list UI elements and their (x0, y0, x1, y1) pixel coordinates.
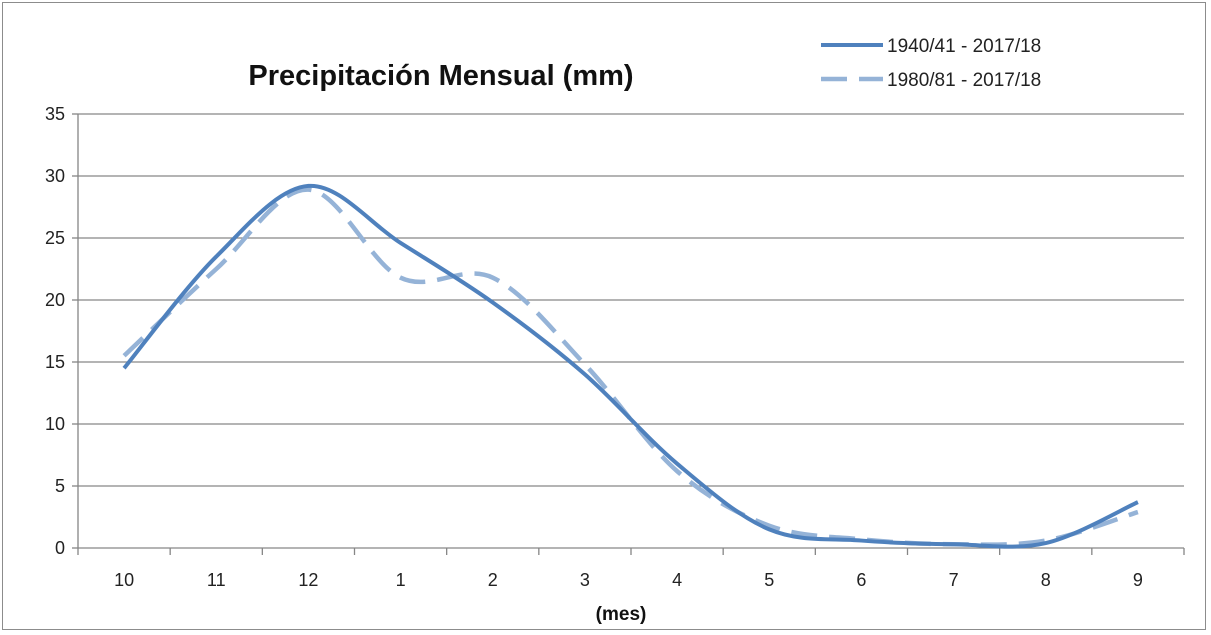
x-tick-label: 1 (396, 570, 406, 590)
gridlines (78, 113, 1184, 487)
y-tick-label: 15 (45, 352, 65, 372)
y-tick-label: 10 (45, 414, 65, 434)
chart-title: Precipitación Mensual (mm) (248, 60, 633, 92)
x-tick-label: 3 (580, 570, 590, 590)
x-tick-label: 12 (298, 570, 318, 590)
y-tick-label: 20 (45, 290, 65, 310)
x-tick-label: 5 (764, 570, 774, 590)
y-tick-label: 35 (45, 104, 65, 124)
x-tick-label: 10 (114, 570, 134, 590)
series-lines (122, 183, 1139, 549)
y-tick-label: 0 (55, 538, 65, 558)
x-tick-label: 2 (488, 570, 498, 590)
x-tick-label: 4 (672, 570, 682, 590)
y-tick-label: 30 (45, 166, 65, 186)
y-tick-label: 25 (45, 228, 65, 248)
x-tick-label: 6 (856, 570, 866, 590)
legend: 1940/41 - 2017/18 1980/81 - 2017/18 (821, 36, 1041, 91)
x-tick-label: 9 (1133, 570, 1143, 590)
series-line-1 (122, 183, 1139, 549)
x-axis-label: (mes) (596, 604, 647, 625)
x-tick-label: 7 (949, 570, 959, 590)
series-line-2 (122, 187, 1139, 547)
y-tick-label: 5 (55, 476, 65, 496)
x-tick-label: 8 (1041, 570, 1051, 590)
legend-label-1: 1940/41 - 2017/18 (887, 36, 1041, 57)
legend-label-2: 1980/81 - 2017/18 (887, 70, 1041, 91)
x-tick-label: 11 (207, 570, 226, 590)
